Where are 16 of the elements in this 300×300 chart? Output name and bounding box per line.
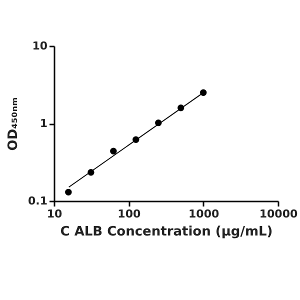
point xyxy=(132,136,140,143)
point xyxy=(200,89,207,96)
x-tick-label: 10000 xyxy=(259,208,298,220)
point xyxy=(110,148,117,154)
point xyxy=(178,104,184,112)
x-tick-label: 100 xyxy=(118,208,141,220)
y-axis-title: OD₄₅₀ₙₘ xyxy=(6,97,22,151)
x-tick-label: 10 xyxy=(46,208,62,220)
point xyxy=(65,188,72,196)
point xyxy=(88,169,94,176)
x-tick-label: 1000 xyxy=(188,208,220,220)
y-tick-label: 10 xyxy=(32,40,48,52)
y-tick-label: 1 xyxy=(40,117,48,130)
y-tick-label: 0.1 xyxy=(28,194,48,208)
x-axis-title: C ALB Concentration (µg/mL) xyxy=(60,224,273,240)
point xyxy=(155,119,162,126)
